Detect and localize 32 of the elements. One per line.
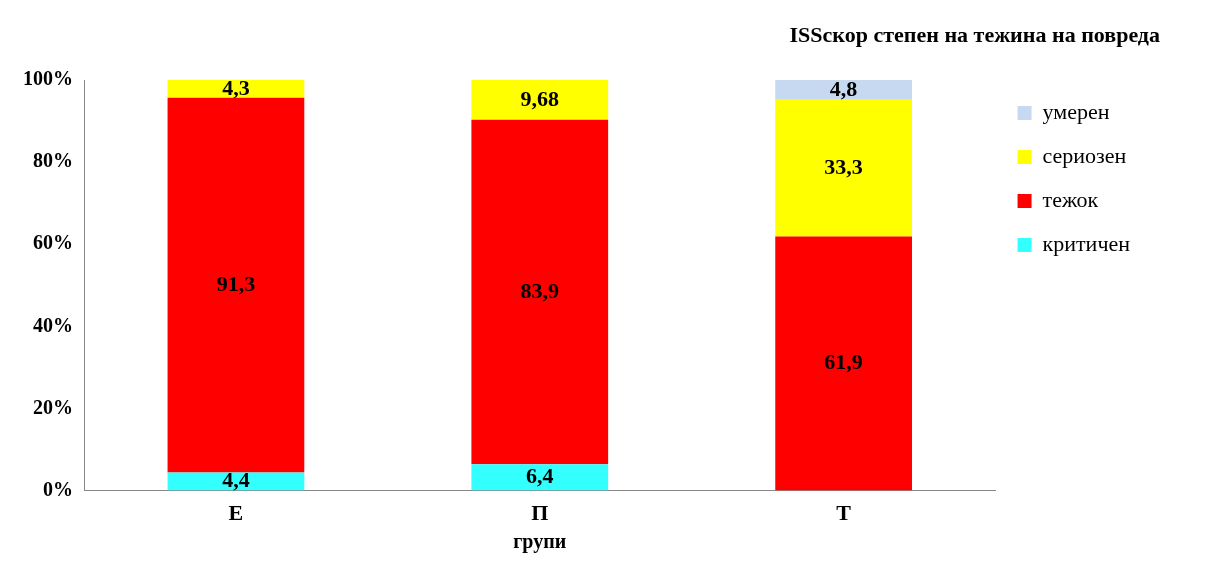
bar — [471, 80, 609, 120]
bar — [471, 464, 609, 491]
data-label: 83,9 — [520, 277, 560, 303]
x-tick-label: Е — [228, 500, 244, 526]
bar — [775, 99, 912, 237]
y-tick-label: 40% — [33, 313, 73, 336]
data-label: 4,3 — [222, 74, 250, 100]
legend-label: сериозен — [1042, 142, 1127, 168]
bar — [471, 119, 609, 465]
data-label: 4,4 — [222, 467, 250, 493]
y-tick-label: 100% — [23, 67, 73, 90]
data-label: 61,9 — [824, 349, 863, 375]
data-label: 33,3 — [824, 153, 863, 179]
y-tick-label: 60% — [33, 231, 73, 254]
data-label: 6,4 — [526, 463, 554, 489]
data-label: 9,68 — [520, 85, 560, 111]
x-tick-label: П — [531, 500, 549, 526]
y-tick-label: 20% — [33, 395, 73, 418]
data-label: 4,8 — [829, 75, 858, 101]
x-axis-title: групи — [513, 530, 567, 554]
bar — [167, 97, 305, 473]
legend-label: тежок — [1042, 186, 1099, 212]
legend-label: умерен — [1042, 98, 1110, 124]
x-tick-label: Т — [836, 500, 852, 526]
data-label: 91,3 — [216, 270, 256, 296]
legend-title: ISSскор степен на тежина на повреда — [789, 22, 1160, 48]
legend-label: критичен — [1042, 230, 1131, 256]
bar — [167, 80, 305, 98]
y-tick-label: 80% — [33, 149, 73, 172]
bar — [775, 236, 912, 491]
y-tick-label: 0% — [43, 477, 73, 500]
bar — [775, 80, 912, 100]
